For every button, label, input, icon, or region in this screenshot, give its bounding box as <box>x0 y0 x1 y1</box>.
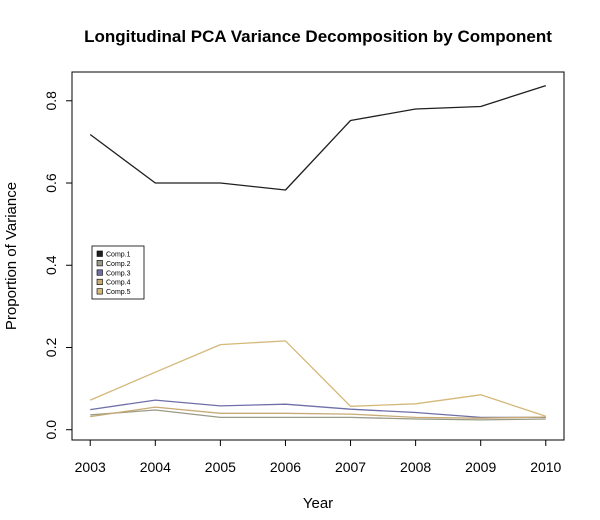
x-tick-label: 2006 <box>270 459 301 475</box>
x-tick-label: 2010 <box>530 459 561 475</box>
y-axis-label: Proportion of Variance <box>3 182 20 330</box>
legend: Comp.1 Comp.2 Comp.3 Comp.4 Comp.5 <box>91 245 145 300</box>
legend-label: Comp.4 <box>106 280 131 287</box>
series-line-comp-4 <box>90 406 546 419</box>
legend-label: Comp.2 <box>106 261 131 268</box>
y-axis: 0.0 0.2 0.4 0.6 0.8 <box>43 91 72 440</box>
legend-label: Comp.1 <box>106 252 131 259</box>
y-tick-label: 0.2 <box>43 338 59 358</box>
series-line-comp-1 <box>89 84 546 191</box>
y-tick-label: 0.6 <box>43 173 59 193</box>
legend-swatch <box>96 288 103 295</box>
x-tick-label: 2003 <box>75 459 106 475</box>
x-tick-label: 2004 <box>140 459 171 475</box>
series-line-comp-3 <box>90 399 546 419</box>
legend-swatch <box>96 269 103 276</box>
legend-label: Comp.3 <box>106 270 131 277</box>
legend-swatch <box>96 250 103 257</box>
y-tick-label: 0.4 <box>43 255 59 275</box>
y-tick-label: 0.8 <box>43 91 59 111</box>
x-tick-label: 2009 <box>465 459 496 475</box>
x-tick-label: 2007 <box>335 459 366 475</box>
x-axis: 2003 2004 2005 2006 2007 2008 2009 2010 <box>75 440 562 475</box>
x-tick-label: 2008 <box>400 459 431 475</box>
chart-title: Longitudinal PCA Variance Decomposition … <box>84 27 552 46</box>
legend-swatch <box>96 260 103 267</box>
y-tick-label: 0.0 <box>43 420 59 440</box>
x-tick-label: 2005 <box>205 459 236 475</box>
plot-box <box>71 71 565 441</box>
series-layer <box>89 84 547 421</box>
legend-swatch <box>96 278 103 286</box>
plot-area <box>71 71 565 441</box>
legend-label: Comp.5 <box>106 289 131 296</box>
series-line-comp-5 <box>89 340 547 417</box>
series-line-comp-2 <box>90 409 546 421</box>
x-axis-label: Year <box>303 495 333 512</box>
